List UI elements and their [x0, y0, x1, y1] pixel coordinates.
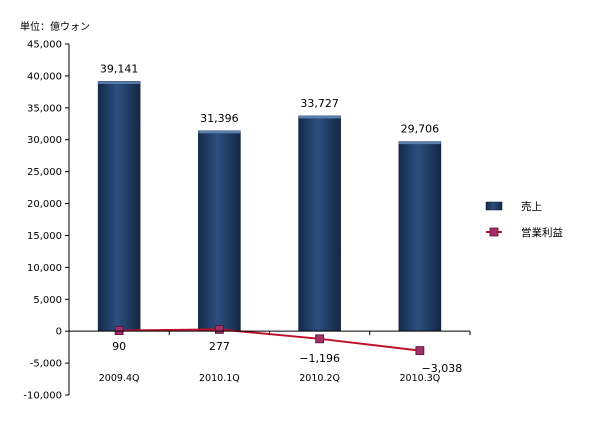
profit-value-label: −1,196 [299, 352, 340, 365]
bar [97, 81, 141, 332]
y-tick-label: -10,000 [23, 391, 62, 402]
legend-marker-profit [489, 227, 499, 237]
legend-swatch-sales [485, 201, 503, 211]
profit-value-label: −3,038 [422, 362, 463, 375]
bar-value-label: 29,706 [401, 123, 440, 136]
category-label: 2010.2Q [299, 373, 340, 384]
category-label: 2010.3Q [400, 373, 441, 384]
x-axis: 2009.4Q 2010.1Q 2010.2Q 2010.3Q [69, 330, 471, 384]
y-tick-label: -5,000 [30, 359, 62, 370]
y-tick-label: 45,000 [27, 40, 62, 51]
y-tick-label: 5,000 [33, 295, 62, 306]
category-label: 2009.4Q [99, 373, 140, 384]
bar-value-label: 39,141 [100, 62, 139, 75]
legend-label-sales: 売上 [521, 200, 542, 213]
y-tick-label: 15,000 [27, 231, 62, 242]
y-tick-label: 10,000 [27, 263, 62, 274]
line-series: 90 277 −1,196 −3,038 [112, 325, 462, 375]
y-tick-label: 25,000 [27, 167, 62, 178]
bar-highlight [398, 141, 441, 145]
y-tick-label: 40,000 [27, 71, 62, 82]
bar-highlight [298, 115, 341, 119]
category-label: 2010.1Q [199, 373, 240, 384]
bar [198, 130, 241, 332]
bar [298, 115, 341, 332]
bar [398, 141, 442, 332]
bar-highlight [198, 130, 241, 134]
profit-marker [415, 346, 425, 355]
profit-value-label: 277 [209, 340, 230, 353]
y-axis: -10,000 -5,000 0 5,000 10,000 15,000 20,000 25,… [23, 40, 70, 402]
profit-marker [315, 334, 325, 344]
profit-marker [214, 325, 224, 334]
bars: 39,141 31,396 33,727 29,706 [97, 62, 442, 332]
profit-marker [114, 326, 124, 336]
legend: 売上 営業利益 [485, 200, 563, 239]
unit-label: 単位：億ウォン [20, 20, 90, 33]
bar-value-label: 31,396 [200, 112, 239, 125]
y-tick-label: 35,000 [27, 103, 62, 114]
y-tick-label: 20,000 [27, 199, 62, 210]
y-tick-label: 30,000 [27, 135, 62, 146]
y-tick-label: 0 [56, 327, 62, 338]
bar-highlight [98, 81, 141, 84]
bar-value-label: 33,727 [300, 97, 339, 110]
profit-value-label: 90 [112, 340, 126, 353]
legend-label-profit: 営業利益 [521, 226, 563, 239]
